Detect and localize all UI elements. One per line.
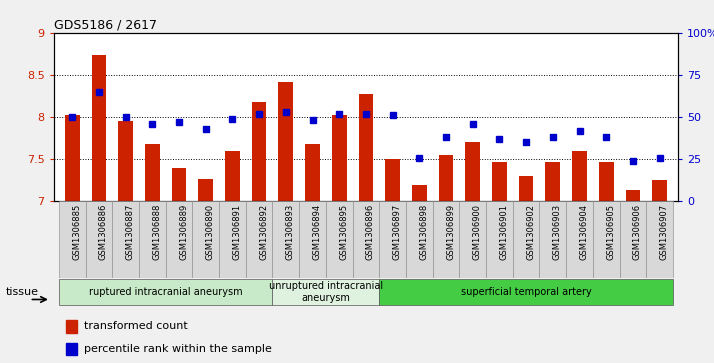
- Text: GSM1306897: GSM1306897: [393, 204, 401, 260]
- Bar: [412, 185, 427, 201]
- Bar: [332, 115, 346, 201]
- Bar: [572, 151, 587, 201]
- Bar: [171, 168, 186, 201]
- Text: percentile rank within the sample: percentile rank within the sample: [84, 344, 271, 354]
- Bar: [65, 115, 79, 201]
- Text: superficial temporal artery: superficial temporal artery: [461, 287, 591, 297]
- Text: GSM1306906: GSM1306906: [633, 204, 642, 260]
- Bar: [273, 279, 379, 305]
- Bar: [492, 162, 507, 201]
- Bar: [466, 142, 480, 201]
- Bar: [353, 201, 379, 278]
- Bar: [540, 201, 566, 278]
- Bar: [358, 94, 373, 201]
- Text: tissue: tissue: [6, 287, 39, 297]
- Bar: [566, 201, 593, 278]
- Bar: [66, 320, 77, 333]
- Bar: [145, 144, 160, 201]
- Text: GSM1306898: GSM1306898: [419, 204, 428, 260]
- Text: GSM1306902: GSM1306902: [526, 204, 535, 260]
- Bar: [653, 180, 667, 201]
- Bar: [278, 82, 293, 201]
- Text: GSM1306901: GSM1306901: [499, 204, 508, 260]
- Bar: [305, 144, 320, 201]
- Bar: [406, 201, 433, 278]
- Text: GSM1306891: GSM1306891: [233, 204, 241, 260]
- Text: GSM1306893: GSM1306893: [286, 204, 295, 260]
- Bar: [225, 151, 240, 201]
- Bar: [519, 176, 533, 201]
- Bar: [219, 201, 246, 278]
- Text: unruptured intracranial
aneurysm: unruptured intracranial aneurysm: [268, 281, 383, 303]
- Bar: [198, 179, 213, 201]
- Bar: [86, 201, 112, 278]
- Text: GSM1306885: GSM1306885: [72, 204, 81, 260]
- Bar: [246, 201, 273, 278]
- Text: GSM1306899: GSM1306899: [446, 204, 455, 260]
- Text: GSM1306903: GSM1306903: [553, 204, 562, 260]
- Text: ruptured intracranial aneurysm: ruptured intracranial aneurysm: [89, 287, 243, 297]
- Text: GSM1306895: GSM1306895: [339, 204, 348, 260]
- Bar: [166, 201, 192, 278]
- Text: GSM1306907: GSM1306907: [660, 204, 668, 260]
- Bar: [66, 343, 77, 355]
- Text: transformed count: transformed count: [84, 321, 187, 331]
- Text: GSM1306890: GSM1306890: [206, 204, 215, 260]
- Text: GSM1306888: GSM1306888: [152, 204, 161, 260]
- Bar: [620, 201, 646, 278]
- Text: GSM1306905: GSM1306905: [606, 204, 615, 260]
- Text: GSM1306886: GSM1306886: [99, 204, 108, 260]
- Bar: [91, 56, 106, 201]
- Bar: [459, 201, 486, 278]
- Bar: [593, 201, 620, 278]
- Bar: [112, 201, 139, 278]
- Bar: [513, 201, 540, 278]
- Bar: [438, 155, 453, 201]
- Bar: [299, 201, 326, 278]
- Text: GSM1306900: GSM1306900: [473, 204, 482, 260]
- Bar: [599, 162, 613, 201]
- Bar: [433, 201, 459, 278]
- Bar: [486, 201, 513, 278]
- Text: GSM1306904: GSM1306904: [580, 204, 588, 260]
- Bar: [386, 159, 400, 201]
- Text: GSM1306894: GSM1306894: [313, 204, 321, 260]
- Text: GSM1306892: GSM1306892: [259, 204, 268, 260]
- Text: GSM1306887: GSM1306887: [126, 204, 135, 260]
- Bar: [59, 201, 86, 278]
- Bar: [545, 162, 560, 201]
- Bar: [326, 201, 353, 278]
- Bar: [625, 191, 640, 201]
- Bar: [379, 279, 673, 305]
- Bar: [379, 201, 406, 278]
- Bar: [252, 102, 266, 201]
- Text: GDS5186 / 2617: GDS5186 / 2617: [54, 19, 156, 32]
- Bar: [646, 201, 673, 278]
- Bar: [139, 201, 166, 278]
- Text: GSM1306896: GSM1306896: [366, 204, 375, 260]
- Text: GSM1306889: GSM1306889: [179, 204, 188, 260]
- Bar: [273, 201, 299, 278]
- Bar: [59, 279, 273, 305]
- Bar: [119, 121, 133, 201]
- Bar: [192, 201, 219, 278]
